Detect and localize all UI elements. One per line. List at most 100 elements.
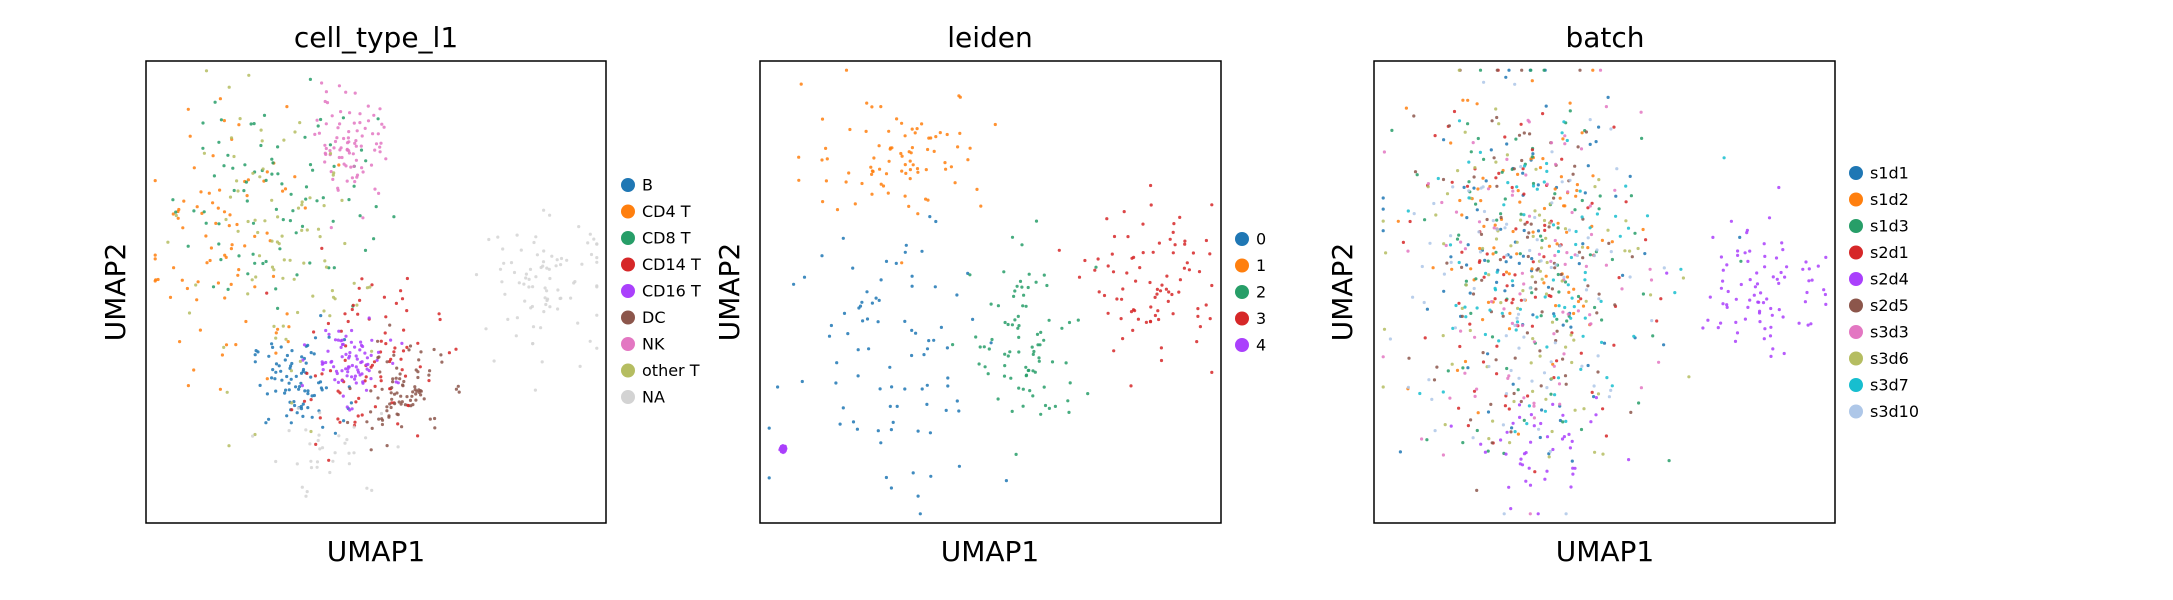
point-batch-s3d3 (1588, 313, 1592, 317)
point-leiden-1 (900, 261, 904, 265)
point-cell_type_l1-NA (309, 459, 313, 463)
point-cell_type_l1-CD8-T (311, 168, 315, 172)
point-batch-s2d4 (1752, 293, 1756, 297)
point-cell_type_l1-B (310, 415, 314, 419)
point-cell_type_l1-B (294, 374, 298, 378)
point-cell_type_l1-NA (589, 252, 594, 257)
point-batch-s3d3 (1570, 210, 1574, 215)
point-batch-s3d10 (1609, 127, 1613, 131)
legend-label-0: 0 (1256, 230, 1266, 249)
point-batch-s3d7 (1564, 419, 1568, 423)
point-cell_type_l1-CD4-T (182, 199, 186, 203)
point-batch-s3d10 (1513, 82, 1517, 86)
point-batch-s3d3 (1444, 243, 1448, 248)
point-batch-s1d3 (1580, 198, 1584, 203)
point-leiden-0 (932, 338, 936, 342)
point-batch-s2d4 (1589, 420, 1593, 424)
point-batch-s3d3 (1463, 371, 1467, 375)
point-batch-s2d4 (1761, 301, 1766, 305)
point-batch-s3d6 (1606, 228, 1610, 232)
point-leiden-1 (869, 165, 873, 169)
point-batch-s3d10 (1481, 185, 1485, 189)
point-leiden-3 (1126, 235, 1130, 239)
point-batch-s3d6 (1537, 213, 1542, 217)
point-cell_type_l1-CD4-T (211, 201, 215, 205)
point-batch-s3d3 (1576, 309, 1580, 313)
point-batch-s2d1 (1514, 227, 1518, 231)
point-cell_type_l1-CD8-T (276, 145, 280, 149)
point-cell_type_l1-CD4-T (229, 282, 233, 286)
point-batch-s2d5 (1499, 215, 1503, 220)
point-batch-s3d3 (1566, 190, 1570, 194)
point-batch-s3d3 (1613, 188, 1617, 192)
point-leiden-3 (1149, 305, 1153, 309)
point-cell_type_l1-other-T (166, 240, 170, 244)
point-batch-s2d4 (1545, 435, 1550, 439)
point-batch-s2d5 (1595, 311, 1599, 315)
point-batch-s2d5 (1563, 374, 1568, 378)
point-cell_type_l1-NK (339, 110, 343, 114)
point-cell_type_l1-B (283, 358, 287, 362)
legend-marker-CD16-T (621, 284, 635, 298)
point-batch-s2d4 (1543, 477, 1547, 481)
point-cell_type_l1-other-T (343, 241, 347, 246)
point-leiden-2 (1003, 320, 1007, 325)
point-cell_type_l1-CD16-T (333, 378, 337, 382)
point-cell_type_l1-CD16-T (340, 355, 344, 359)
legend-marker-0 (1235, 232, 1249, 246)
point-cell_type_l1-NA (565, 258, 569, 262)
point-batch-s1d1 (1592, 395, 1596, 399)
point-cell_type_l1-other-T (232, 154, 236, 159)
point-batch-s1d3 (1555, 317, 1559, 321)
point-cell_type_l1-NK (349, 165, 353, 169)
point-batch-s2d4 (1780, 241, 1784, 245)
point-leiden-0 (865, 290, 869, 294)
point-batch-s1d1 (1538, 435, 1542, 440)
point-batch-s3d10 (1411, 295, 1415, 299)
point-leiden-0 (879, 441, 883, 445)
point-cell_type_l1-NA (595, 260, 599, 264)
point-batch-s2d1 (1612, 343, 1616, 347)
legend-label-s2d1: s2d1 (1870, 243, 1909, 262)
point-cell_type_l1-other-T (235, 179, 239, 183)
point-batch-s2d5 (1435, 365, 1439, 369)
point-cell_type_l1-B (300, 355, 304, 359)
point-batch-s2d5 (1526, 254, 1530, 259)
point-leiden-0 (933, 285, 937, 289)
point-leiden-1 (926, 198, 930, 202)
point-batch-s3d3 (1532, 416, 1536, 420)
point-batch-s1d1 (1504, 75, 1508, 79)
point-batch-s3d7 (1448, 243, 1453, 247)
point-batch-s3d6 (1623, 249, 1627, 253)
legend-label-s2d4: s2d4 (1870, 270, 1909, 289)
point-batch-s1d3 (1486, 449, 1490, 453)
point-leiden-2 (1010, 409, 1014, 413)
point-cell_type_l1-DC (403, 403, 407, 407)
point-cell_type_l1-CD8-T (226, 153, 230, 157)
point-batch-s2d1 (1458, 344, 1462, 349)
point-cell_type_l1-B (309, 375, 313, 379)
point-cell_type_l1-CD8-T (244, 180, 248, 184)
point-leiden-2 (1013, 289, 1017, 293)
point-leiden-3 (1102, 293, 1107, 298)
point-batch-s1d2 (1575, 183, 1579, 187)
point-batch-s2d1 (1560, 157, 1564, 161)
point-cell_type_l1-DC (401, 383, 405, 387)
legend-label-2: 2 (1256, 283, 1266, 302)
point-cell_type_l1-NA (305, 490, 309, 494)
point-leiden-1 (927, 136, 931, 140)
point-batch-s1d2 (1508, 311, 1512, 315)
point-batch-s3d7 (1581, 334, 1585, 338)
point-batch-s3d10 (1530, 379, 1534, 383)
point-cell_type_l1-CD16-T (376, 350, 381, 354)
point-cell_type_l1-CD4-T (271, 274, 276, 278)
point-leiden-3 (1155, 287, 1159, 291)
point-cell_type_l1-other-T (370, 349, 374, 353)
point-batch-s3d3 (1420, 437, 1424, 441)
point-batch-s2d4 (1765, 297, 1769, 301)
point-batch-s2d4 (1777, 308, 1781, 312)
point-batch-s3d6 (1531, 389, 1535, 393)
point-cell_type_l1-B (288, 366, 292, 370)
point-cell_type_l1-CD8-T (274, 287, 278, 291)
point-cell_type_l1-CD8-T (211, 285, 216, 289)
